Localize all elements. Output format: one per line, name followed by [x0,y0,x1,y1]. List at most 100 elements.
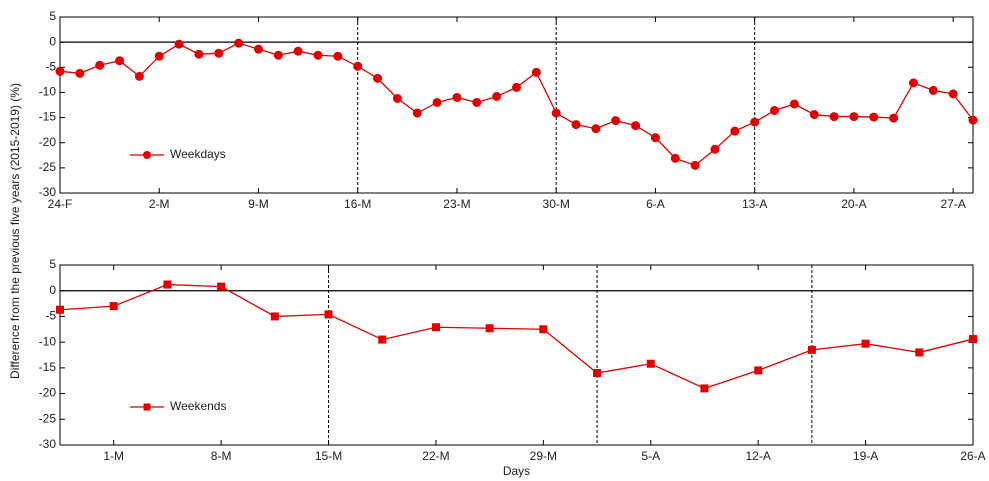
marker [163,280,172,289]
x-tick-label: 12-A [745,449,770,463]
marker [889,113,899,123]
y-tick-label: 0 [49,34,56,48]
marker [214,48,224,58]
y-axis-label: Difference from the previous five years … [8,83,22,379]
marker [754,366,763,375]
x-tick-label: 30-M [543,197,570,211]
marker [829,112,839,122]
marker [432,97,442,107]
marker [431,323,440,332]
y-tick-label: -15 [39,110,57,124]
marker [928,85,938,95]
x-tick-label: 9-M [248,197,269,211]
x-tick-label: 19-A [853,449,878,463]
legend-label: Weekdays [170,147,226,161]
x-tick-label: 23-M [443,197,470,211]
marker [452,92,462,102]
plot-area [59,264,974,446]
marker [849,112,859,122]
marker [217,282,226,291]
marker [915,348,924,357]
x-tick-label: 20-A [841,197,866,211]
marker [492,91,502,101]
marker [134,71,144,81]
marker [270,312,279,321]
marker [56,305,64,314]
marker [807,345,816,354]
y-tick-label: 5 [49,9,56,23]
legend-label: Weekends [170,399,226,413]
legend-marker [143,403,151,411]
y-tick-label: 5 [49,257,56,271]
marker [571,120,581,130]
marker [646,359,655,368]
marker [593,369,602,377]
marker [378,335,387,344]
marker [55,66,65,76]
marker [968,115,978,125]
marker [154,51,164,61]
y-tick-label: -10 [39,85,57,99]
x-tick-label: 16-M [344,197,371,211]
marker [75,68,85,78]
y-tick-label: 0 [49,283,56,297]
marker [174,39,184,49]
marker [670,153,680,163]
x-axis-label: Days [503,464,530,478]
y-tick-label: -10 [39,334,57,348]
marker [539,325,548,334]
marker [194,49,204,59]
y-tick-label: -25 [39,160,57,174]
marker [869,112,879,122]
marker [750,117,760,127]
marker [861,339,870,348]
y-tick-label: -25 [39,411,57,425]
x-tick-label: 13-A [742,197,767,211]
y-tick-label: -30 [39,185,57,199]
series-line [59,283,974,390]
marker [789,99,799,109]
marker [234,38,244,48]
x-tick-label: 2-M [149,197,170,211]
y-tick-label: -20 [39,386,57,400]
marker [591,124,601,134]
marker [333,51,343,61]
x-tick-label: 1-M [103,449,124,463]
marker [908,78,918,88]
marker [412,108,422,118]
marker [700,384,709,393]
marker [809,110,819,120]
x-tick-label: 24-F [48,197,73,211]
marker [485,324,494,333]
y-tick-label: -5 [45,309,56,323]
y-tick-label: -30 [39,437,57,451]
marker [710,144,720,154]
marker [109,302,118,311]
marker [512,82,521,92]
x-tick-label: 29-M [530,449,557,463]
marker [95,60,105,70]
x-tick-label: 6-A [646,197,665,211]
plot-area [59,16,974,194]
x-tick-label: 15-M [315,449,342,463]
x-tick-label: 8-M [211,449,232,463]
x-tick-label: 22-M [422,449,449,463]
marker [115,56,125,66]
marker [531,67,541,77]
marker [273,50,283,60]
marker [690,160,700,170]
x-tick-label: 26-A [960,449,985,463]
marker [392,93,402,103]
marker [650,133,660,143]
marker [353,61,363,71]
y-tick-label: -15 [39,360,57,374]
marker [551,108,561,118]
marker [730,126,740,136]
marker [948,89,958,99]
marker [253,44,263,54]
y-tick-label: -20 [39,135,57,149]
marker [770,106,780,116]
marker [293,46,303,56]
marker [611,116,621,126]
